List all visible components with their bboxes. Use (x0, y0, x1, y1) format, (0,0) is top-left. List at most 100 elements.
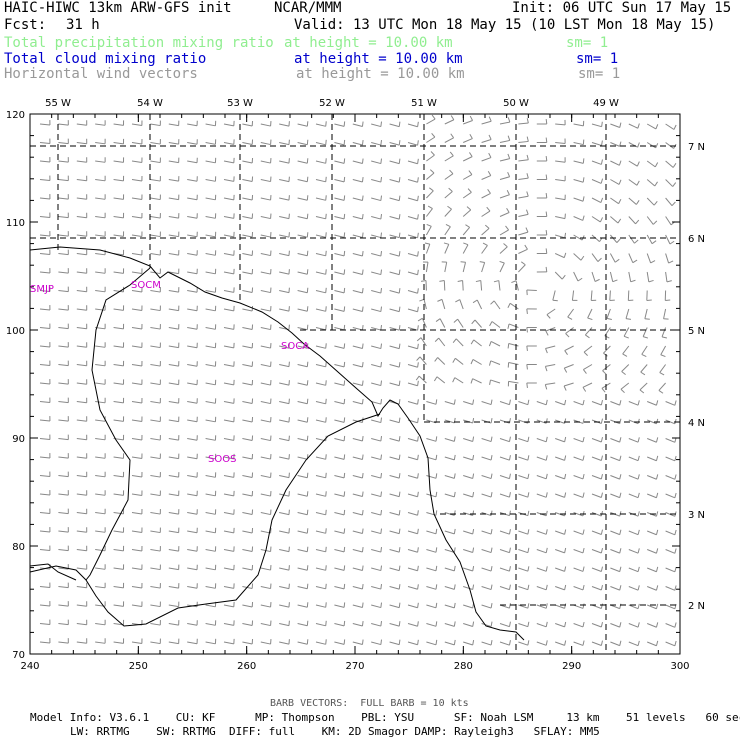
wind-barb (168, 179, 179, 182)
wind-barb-flag (448, 187, 453, 192)
wind-barb (76, 401, 87, 404)
wind-barb (131, 641, 142, 644)
wind-barb (95, 382, 106, 385)
wind-barb (113, 308, 124, 311)
wind-barb (490, 379, 501, 384)
wind-barb (150, 623, 161, 626)
wind-barb (223, 364, 234, 367)
wind-barb (420, 337, 427, 347)
wind-barb (665, 456, 676, 462)
wind-barb-flag (637, 511, 640, 517)
wind-barb-flag (325, 324, 327, 330)
wind-barb-flag (417, 158, 419, 164)
wind-barb-flag (618, 179, 622, 185)
wind-barb-flag (655, 492, 659, 498)
wind-barb (297, 456, 308, 460)
wind-barb (518, 604, 529, 609)
wind-barb-flag (526, 191, 529, 197)
wind-barb (463, 438, 473, 442)
wind-barb (279, 345, 290, 349)
wind-barb-flag (655, 455, 659, 461)
wind-barb (591, 123, 602, 128)
longitude-label: 55 W (45, 98, 71, 109)
wind-barb-flag (674, 585, 677, 591)
wind-barb (564, 364, 574, 369)
wind-barb (76, 142, 87, 145)
wind-barb (536, 549, 547, 554)
wind-barb (131, 271, 142, 274)
wind-barb (444, 493, 455, 498)
wind-barb (545, 364, 556, 367)
wind-barb (481, 567, 492, 572)
wind-barb (628, 160, 638, 167)
wind-barb (168, 493, 179, 497)
wind-barb-flag (600, 197, 604, 203)
wind-barb (95, 179, 106, 182)
wind-barb (39, 197, 50, 200)
latitude-label: 4 N (688, 418, 705, 429)
wind-barb-flag (325, 454, 327, 460)
wind-barb-flag (380, 158, 383, 164)
wind-barb (58, 549, 69, 552)
wind-barb (168, 604, 179, 608)
wind-barb (665, 234, 671, 245)
wind-barb (168, 216, 179, 219)
wind-barb-flag (527, 640, 530, 646)
wind-barb (425, 262, 429, 273)
wind-barb (187, 234, 198, 238)
wind-barb-flag (655, 474, 659, 480)
wind-barb-flag (601, 388, 606, 393)
wind-barb (591, 586, 602, 591)
wind-barb (187, 308, 198, 312)
wind-barb (554, 271, 563, 280)
wind-barb-flag (654, 181, 658, 187)
wind-barb (371, 290, 381, 294)
wind-barb (518, 586, 529, 591)
wind-barb-flag (343, 176, 346, 182)
wind-barb-flag (644, 318, 650, 320)
wind-barb (499, 641, 510, 646)
wind-barb (426, 641, 437, 646)
wind-barb (205, 142, 216, 145)
wind-barb-flag (603, 352, 608, 357)
wind-barb-flag (561, 274, 566, 280)
wind-barb (463, 623, 473, 627)
wind-barb-flag (361, 380, 364, 386)
wind-barb-flag (619, 640, 622, 646)
wind-barb (279, 475, 290, 479)
wind-barb-flag (325, 195, 327, 201)
wind-barb (58, 530, 69, 533)
wind-barb-flag (343, 639, 346, 645)
wind-barb (260, 308, 271, 312)
wind-barb (628, 253, 634, 263)
wind-barb-flag (619, 585, 622, 591)
wind-barb (444, 137, 454, 143)
wind-barb-flag (361, 121, 364, 127)
wind-barb-flag (545, 118, 548, 125)
wind-barb (518, 567, 529, 572)
wind-barb (563, 382, 574, 387)
wind-barb-flag (453, 621, 456, 627)
wind-barb-flag (380, 195, 383, 201)
wind-barb (407, 493, 418, 498)
wind-barb (573, 401, 584, 406)
wind-barb-flag (398, 473, 401, 479)
wind-barb-flag (453, 491, 456, 497)
wind-barb (168, 530, 179, 534)
wind-barb-flag (597, 257, 602, 262)
wind-barb (279, 438, 290, 442)
wind-barb (131, 475, 142, 478)
wind-barb (242, 419, 253, 423)
wind-barb-flag (527, 492, 530, 498)
wind-barb (113, 401, 124, 404)
wind-barb-flag (417, 584, 419, 590)
wind-barb (150, 142, 161, 145)
wind-barb (150, 456, 161, 460)
wind-barb (536, 475, 547, 480)
wind-barb-flag (648, 279, 654, 283)
wind-barb (76, 641, 87, 644)
wind-barb (610, 567, 620, 573)
wind-barb (187, 271, 198, 275)
wind-barb-flag (398, 510, 401, 516)
wind-barb (76, 160, 87, 163)
